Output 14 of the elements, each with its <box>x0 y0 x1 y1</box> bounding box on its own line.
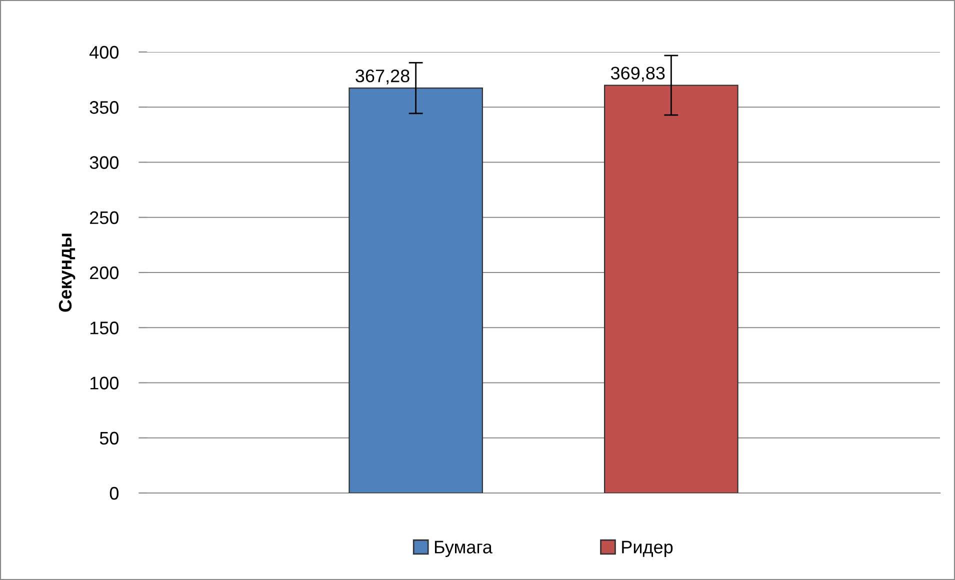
legend-label: Бумага <box>434 540 492 558</box>
y-tick-label: 100 <box>90 376 119 390</box>
legend-label: Ридер <box>622 540 673 558</box>
data-label: 369,83 <box>610 66 665 82</box>
y-tick-label: 50 <box>100 432 119 445</box>
data-label: 367,28 <box>356 70 410 84</box>
y-tick-label: 400 <box>90 46 119 59</box>
y-tick-label: 250 <box>90 211 119 224</box>
y-axis-title: Секунды <box>58 234 76 312</box>
y-tick-label: 200 <box>90 266 119 280</box>
y-tick-label: 150 <box>90 322 119 334</box>
y-tick-label: 0 <box>110 486 119 500</box>
y-tick-label: 350 <box>90 101 119 114</box>
y-tick-label: 300 <box>90 156 119 169</box>
